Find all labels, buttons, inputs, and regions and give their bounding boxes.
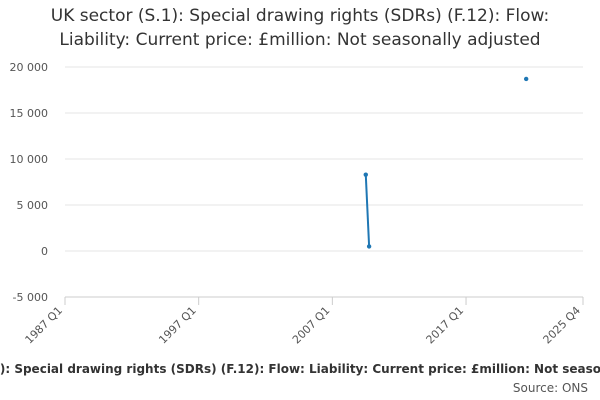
y-tick-label: 5 000 xyxy=(17,199,49,212)
chart-title-line-2: Liability: Current price: £million: Not … xyxy=(59,30,541,50)
y-tick-label: 10 000 xyxy=(10,153,49,166)
y-tick-label: 0 xyxy=(41,245,48,258)
chart-title: UK sector (S.1): Special drawing rights … xyxy=(0,4,600,52)
series-layer xyxy=(363,76,529,249)
x-tick-label: 2025 Q4 xyxy=(541,304,584,347)
x-tick-label: 1997 Q1 xyxy=(156,304,199,347)
y-axis-ticks: -5 000 0 5 000 10 000 15 000 20 000 xyxy=(10,61,49,304)
series-line-segment xyxy=(364,174,371,247)
legend: UK sector (S.1): Special drawing rights … xyxy=(0,362,600,382)
x-tick-label: 2007 Q1 xyxy=(290,304,333,347)
y-tick-label: 20 000 xyxy=(10,61,49,74)
y-tick-label: -5 000 xyxy=(13,291,48,304)
chart-title-line-1: UK sector (S.1): Special drawing rights … xyxy=(50,6,550,26)
grid-lines xyxy=(65,66,583,298)
data-point xyxy=(523,76,529,82)
x-tick-label: 1987 Q1 xyxy=(23,304,66,347)
x-tick-label: 2017 Q1 xyxy=(424,304,467,347)
legend-entry: UK sector (S.1): Special drawing rights … xyxy=(0,362,600,376)
x-axis: 1987 Q1 1997 Q1 2007 Q1 2017 Q1 2025 Q4 xyxy=(23,296,584,347)
data-point xyxy=(366,244,372,249)
source-label: Source: ONS xyxy=(512,381,588,395)
y-tick-label: 15 000 xyxy=(10,107,49,120)
data-point xyxy=(363,172,368,177)
